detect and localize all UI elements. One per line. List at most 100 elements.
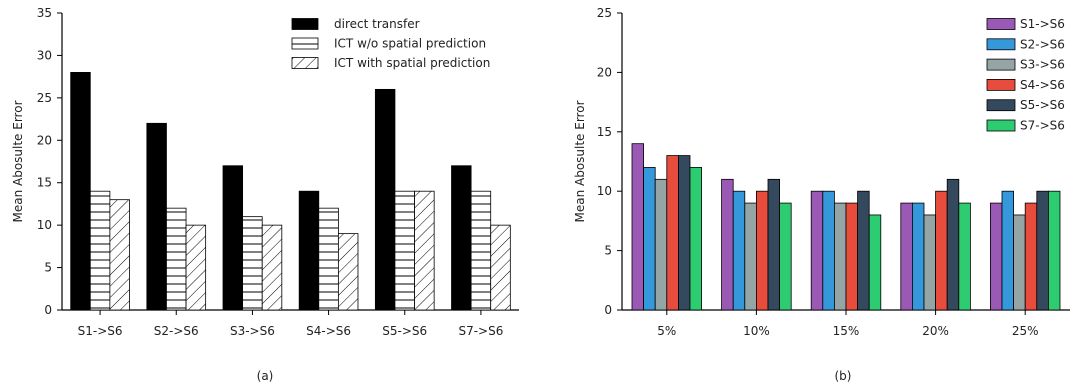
x-tick-label: S5->S6 xyxy=(382,324,427,338)
y-axis-label: Mean Abosulte Error xyxy=(11,100,25,222)
chart-a: 0 5 10 15 20 25 30 35 Mean Abosulte Error S1->S6 S… xyxy=(11,6,519,383)
bar xyxy=(946,178,960,311)
y-tick-label: 5 xyxy=(44,261,52,275)
legend-swatch xyxy=(986,18,1016,30)
bar xyxy=(261,224,283,311)
bar xyxy=(756,190,769,311)
legend-label: ICT with spatial prediction xyxy=(334,56,490,70)
x-tick-label: S3->S6 xyxy=(230,324,275,338)
x-tick-label: 20% xyxy=(922,324,949,338)
bar xyxy=(935,190,948,311)
y-tick-label: 10 xyxy=(597,184,612,198)
bar xyxy=(1024,202,1038,311)
bar xyxy=(779,202,792,311)
bar xyxy=(1036,190,1049,311)
bar xyxy=(678,155,691,311)
legend-label: S3->S6 xyxy=(1020,58,1065,72)
legend-swatch xyxy=(291,18,319,30)
legend-swatch xyxy=(986,99,1016,112)
bar xyxy=(654,178,668,311)
chart-caption: (b) xyxy=(835,369,852,383)
bar xyxy=(1013,214,1026,311)
y-tick-label: 0 xyxy=(44,303,52,317)
bar xyxy=(185,224,207,311)
legend-swatch xyxy=(291,37,319,50)
bar xyxy=(834,202,847,311)
bar xyxy=(721,178,734,311)
legend-label: direct transfer xyxy=(334,17,420,31)
bar xyxy=(822,190,835,311)
chart-caption: (a) xyxy=(257,369,274,383)
bar xyxy=(631,143,645,311)
x-tick-label: S7->S6 xyxy=(458,324,503,338)
bar xyxy=(958,202,971,311)
bar xyxy=(70,72,91,311)
bar xyxy=(337,233,359,311)
bar xyxy=(868,214,882,311)
legend-label: S5->S6 xyxy=(1020,98,1065,112)
y-tick-label: 0 xyxy=(604,303,612,317)
bar xyxy=(146,122,167,311)
bar xyxy=(990,202,1003,311)
x-tick-label: 5% xyxy=(657,324,676,338)
bar xyxy=(166,207,187,311)
x-tick-label: 25% xyxy=(1012,324,1039,338)
y-tick-label: 25 xyxy=(597,6,612,20)
bar xyxy=(643,167,656,311)
legend: direct transfer ICT w/o spatial predictio… xyxy=(291,17,490,70)
bar xyxy=(470,190,492,311)
bar xyxy=(89,190,111,311)
bar xyxy=(109,199,130,311)
bar xyxy=(767,178,781,311)
bar xyxy=(318,207,339,311)
legend-label: S1->S6 xyxy=(1020,17,1065,31)
bar xyxy=(900,202,913,311)
x-tick-label: S1->S6 xyxy=(78,324,123,338)
bar xyxy=(666,155,679,311)
legend-label: S2->S6 xyxy=(1020,37,1065,51)
bar xyxy=(845,202,859,311)
legend-swatch xyxy=(986,119,1016,132)
chart-b: 0 5 10 15 20 25 Mean Abosulte Error 5% 10% 15% 20%… xyxy=(573,6,1070,383)
y-tick-label: 35 xyxy=(37,6,52,20)
bar xyxy=(490,224,511,311)
bar xyxy=(857,190,870,311)
y-tick-label: 10 xyxy=(37,218,52,232)
x-tick-label: 10% xyxy=(743,324,770,338)
bar xyxy=(810,190,824,311)
bar xyxy=(744,202,757,311)
y-tick-label: 5 xyxy=(604,244,612,258)
bar xyxy=(732,190,746,311)
bar xyxy=(923,214,937,311)
y-tick-label: 15 xyxy=(597,125,612,139)
legend-swatch xyxy=(986,58,1016,71)
legend-swatch xyxy=(291,57,319,69)
y-axis-label: Mean Abosulte Error xyxy=(573,100,587,222)
bar xyxy=(689,167,703,311)
legend-swatch xyxy=(986,38,1016,51)
y-tick-label: 25 xyxy=(37,91,52,105)
x-tick-label: S2->S6 xyxy=(154,324,199,338)
bar xyxy=(222,165,244,311)
y-tick-label: 20 xyxy=(37,133,52,147)
x-tick-label: S4->S6 xyxy=(306,324,351,338)
legend-label: S7->S6 xyxy=(1020,119,1065,133)
bar xyxy=(451,165,472,311)
bar xyxy=(1048,190,1061,311)
bar xyxy=(912,202,925,311)
legend-label: ICT w/o spatial prediction xyxy=(334,37,486,51)
bar xyxy=(414,190,435,311)
legend-label: S4->S6 xyxy=(1020,78,1065,92)
x-tick-label: 15% xyxy=(833,324,860,338)
bar xyxy=(298,190,320,311)
y-tick-label: 15 xyxy=(37,176,52,190)
legend-swatch xyxy=(986,79,1016,91)
bar xyxy=(1001,190,1015,311)
y-tick-label: 30 xyxy=(37,48,52,62)
y-tick-label: 20 xyxy=(597,65,612,79)
bar xyxy=(242,216,263,311)
bar xyxy=(394,190,415,311)
legend: S1->S6 S2->S6 S3->S6 S4->S6 S5->S6 S7->S6 xyxy=(986,17,1065,133)
bar xyxy=(374,88,396,311)
